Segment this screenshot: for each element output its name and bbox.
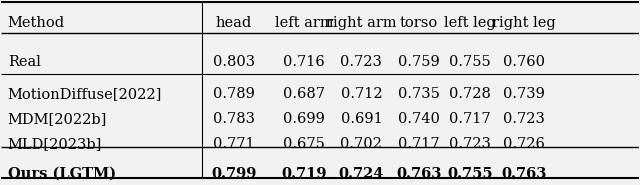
Text: 0.771: 0.771 [213, 137, 255, 151]
Text: 0.799: 0.799 [211, 167, 257, 181]
Text: MotionDiffuse[2022]: MotionDiffuse[2022] [8, 87, 162, 101]
Text: 0.726: 0.726 [503, 137, 545, 151]
Text: 0.719: 0.719 [282, 167, 327, 181]
Text: 0.712: 0.712 [340, 87, 382, 101]
Text: 0.728: 0.728 [449, 87, 491, 101]
Text: right arm: right arm [326, 16, 397, 30]
Text: 0.759: 0.759 [398, 55, 440, 69]
Text: 0.724: 0.724 [339, 167, 384, 181]
Text: 0.723: 0.723 [340, 55, 382, 69]
Text: 0.717: 0.717 [449, 112, 490, 126]
Text: MLD[2023b]: MLD[2023b] [8, 137, 102, 151]
Text: 0.699: 0.699 [283, 112, 325, 126]
Text: 0.716: 0.716 [283, 55, 325, 69]
Text: MDM[2022b]: MDM[2022b] [8, 112, 107, 126]
Text: 0.740: 0.740 [398, 112, 440, 126]
Text: 0.755: 0.755 [449, 55, 491, 69]
Text: Method: Method [8, 16, 65, 30]
Text: left leg: left leg [444, 16, 495, 30]
Text: 0.723: 0.723 [503, 112, 545, 126]
Text: torso: torso [399, 16, 438, 30]
Text: head: head [216, 16, 252, 30]
Text: 0.723: 0.723 [449, 137, 491, 151]
Text: 0.735: 0.735 [398, 87, 440, 101]
Text: 0.755: 0.755 [447, 167, 493, 181]
Text: right leg: right leg [492, 16, 556, 30]
Text: 0.717: 0.717 [398, 137, 440, 151]
Text: 0.675: 0.675 [283, 137, 325, 151]
Text: 0.760: 0.760 [503, 55, 545, 69]
Text: 0.789: 0.789 [213, 87, 255, 101]
Text: 0.763: 0.763 [501, 167, 547, 181]
Text: 0.763: 0.763 [396, 167, 442, 181]
Text: 0.803: 0.803 [213, 55, 255, 69]
Text: 0.687: 0.687 [283, 87, 325, 101]
Text: 0.702: 0.702 [340, 137, 382, 151]
Text: Ours (LGTM): Ours (LGTM) [8, 167, 116, 181]
Text: left arm: left arm [275, 16, 333, 30]
Text: 0.783: 0.783 [213, 112, 255, 126]
Text: 0.691: 0.691 [340, 112, 382, 126]
Text: 0.739: 0.739 [503, 87, 545, 101]
Text: Real: Real [8, 55, 40, 69]
